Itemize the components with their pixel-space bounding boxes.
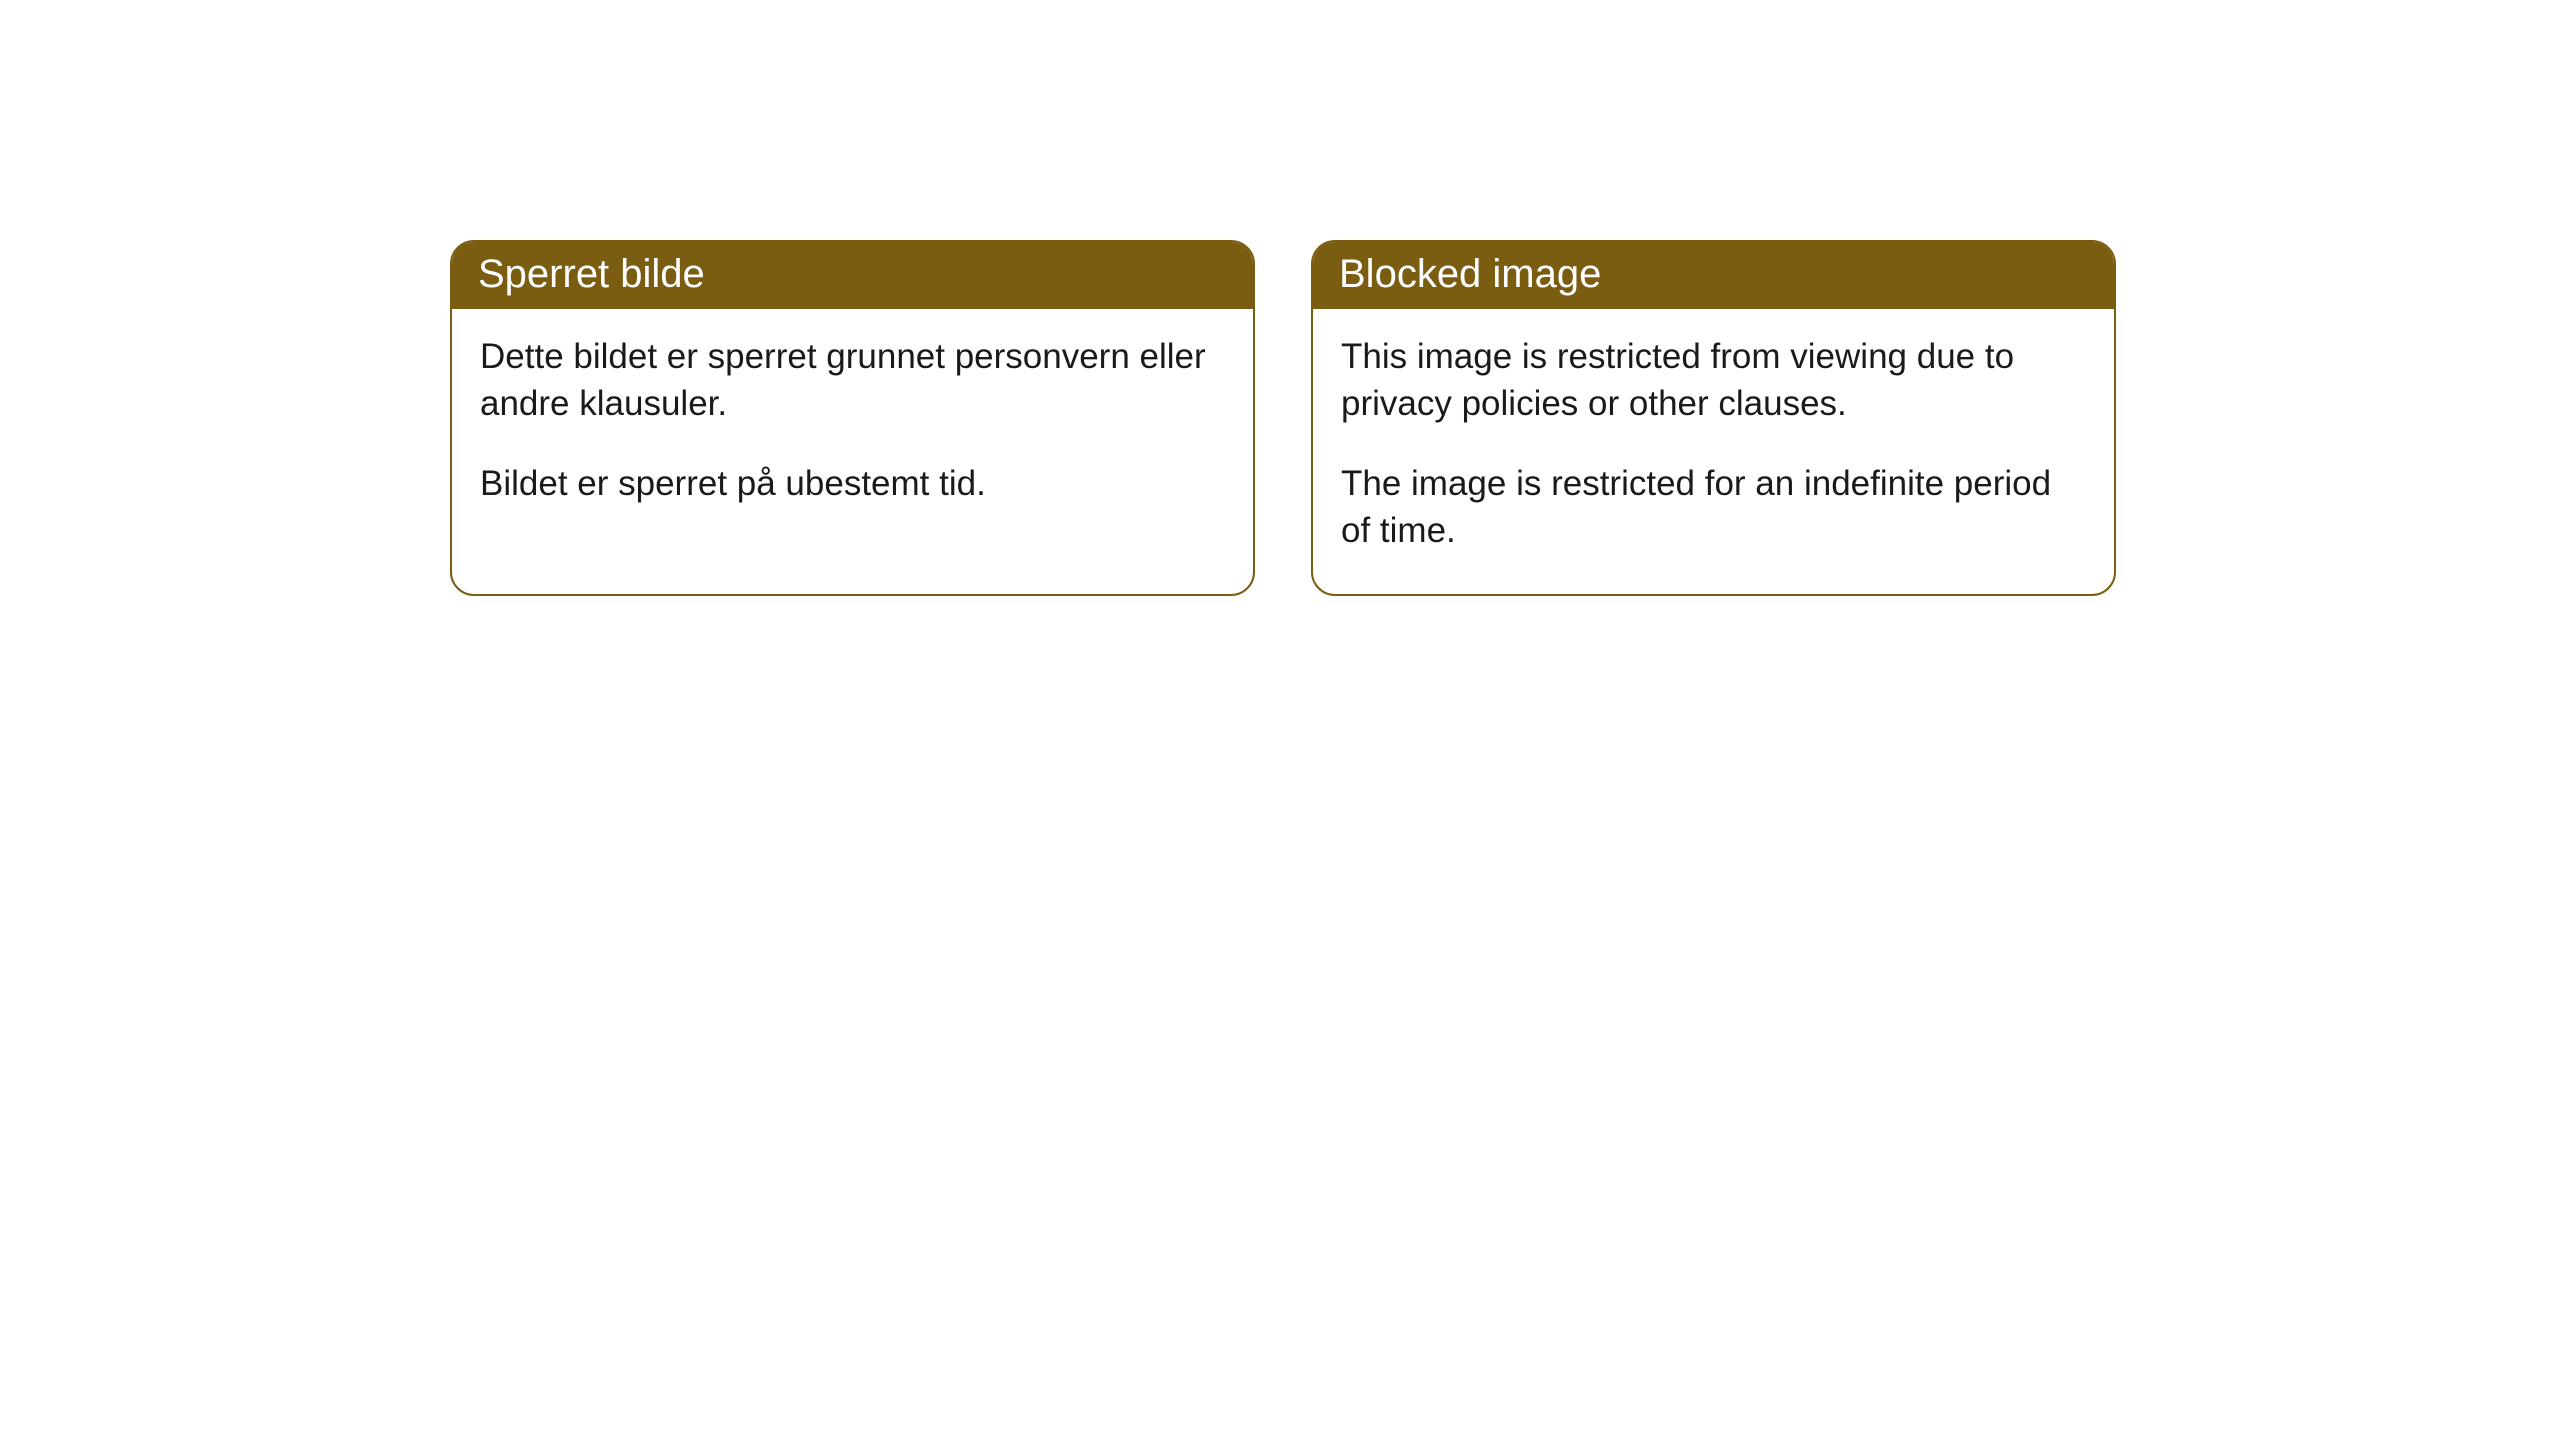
card-text-reason-english: This image is restricted from viewing du… [1341,333,2086,428]
card-text-reason-norwegian: Dette bildet er sperret grunnet personve… [480,333,1225,428]
notice-cards-container: Sperret bilde Dette bildet er sperret gr… [450,240,2116,596]
blocked-image-card-norwegian: Sperret bilde Dette bildet er sperret gr… [450,240,1255,596]
card-body-norwegian: Dette bildet er sperret grunnet personve… [452,309,1253,547]
card-body-english: This image is restricted from viewing du… [1313,309,2114,594]
card-text-duration-norwegian: Bildet er sperret på ubestemt tid. [480,460,1225,507]
blocked-image-card-english: Blocked image This image is restricted f… [1311,240,2116,596]
card-text-duration-english: The image is restricted for an indefinit… [1341,460,2086,555]
card-header-english: Blocked image [1313,242,2114,309]
card-header-norwegian: Sperret bilde [452,242,1253,309]
